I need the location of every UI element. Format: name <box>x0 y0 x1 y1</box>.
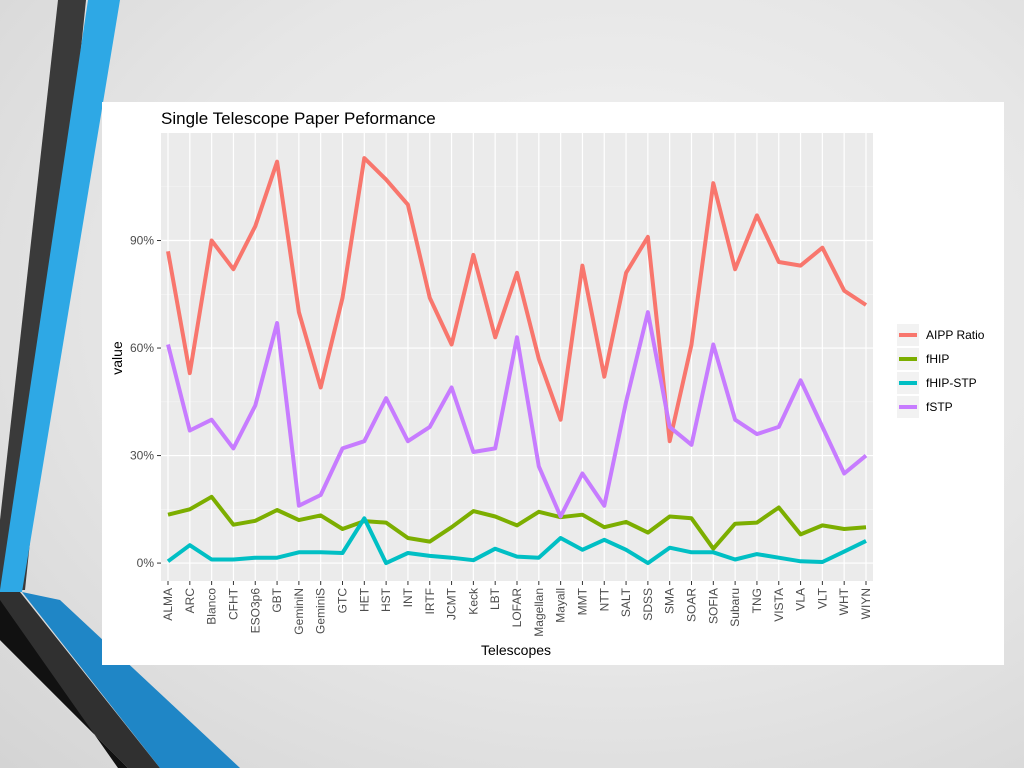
decor-dark-bottom <box>0 592 160 768</box>
y-axis-ticks: 0% 30% 60% 90% <box>130 234 161 570</box>
chart-title: Single Telescope Paper Peformance <box>161 109 436 128</box>
legend: AIPP Ratio fHIP fHIP-STP fSTP <box>895 320 994 419</box>
x-tick-label: VISTA <box>772 588 786 622</box>
x-tick-label: NTT <box>597 587 611 611</box>
x-tick-label: LOFAR <box>510 588 524 628</box>
x-tick-label: INT <box>401 587 415 607</box>
x-tick-label: ALMA <box>161 588 175 621</box>
decor-blue-bottom <box>22 592 240 768</box>
x-tick-label: GeminiN <box>292 588 306 635</box>
x-tick-label: ESO3p6 <box>248 588 262 634</box>
x-tick-label: HST <box>379 587 393 612</box>
x-axis-ticks: ALMA ARC Blanco CFHT ESO3p6 GBT GeminiN GeminiS… <box>161 581 873 637</box>
legend-label: fHIP-STP <box>926 376 977 390</box>
series-line-aipp-ratio <box>166 156 868 444</box>
x-tick-label: JCMT <box>445 587 459 620</box>
x-tick-label: LBT <box>488 587 502 610</box>
x-tick-label: WHT <box>837 587 851 615</box>
y-tick-label: 60% <box>130 341 154 355</box>
decor-blue-stripe <box>0 0 120 592</box>
y-axis-title: value <box>109 341 125 375</box>
x-tick-label: SOAR <box>685 588 699 622</box>
series-line-fhip <box>167 494 867 551</box>
x-tick-label: SALT <box>619 587 633 617</box>
x-tick-label: SDSS <box>641 588 655 621</box>
x-tick-label: Keck <box>466 587 480 615</box>
series-line-fstp <box>166 310 868 519</box>
y-tick-label: 30% <box>130 449 154 463</box>
x-tick-label: HET <box>357 587 371 612</box>
legend-label: fHIP <box>926 352 949 366</box>
x-tick-label: CFHT <box>226 587 240 620</box>
decor-dark-stripe <box>0 0 86 590</box>
x-tick-label: Blanco <box>205 588 219 625</box>
x-tick-label: GBT <box>270 587 284 612</box>
x-tick-label: VLT <box>815 587 829 609</box>
series-lines <box>166 156 868 566</box>
x-tick-label: MMT <box>575 587 589 615</box>
x-tick-label: SMA <box>663 588 677 614</box>
x-tick-label: VLA <box>794 588 808 611</box>
x-tick-label: SOFIA <box>706 588 720 624</box>
x-tick-label: Magellan <box>532 588 546 637</box>
x-tick-label: WIYN <box>859 588 873 619</box>
chart-card: Single Telescope Paper Peformance 0% 30% 6… <box>102 102 1004 665</box>
x-tick-label: ARC <box>183 588 197 614</box>
x-tick-label: TNG <box>750 588 764 613</box>
y-tick-label: 0% <box>137 556 155 570</box>
x-axis-title: Telescopes <box>481 642 551 658</box>
chart: Single Telescope Paper Peformance 0% 30% 6… <box>109 109 994 658</box>
legend-label: AIPP Ratio <box>926 328 985 342</box>
series-line-fhip-stp <box>166 516 867 566</box>
legend-label: fSTP <box>926 400 953 414</box>
x-tick-label: GTC <box>336 588 350 614</box>
x-tick-label: Subaru <box>728 588 742 627</box>
x-tick-label: Mayall <box>554 588 568 623</box>
x-tick-label: GeminiS <box>314 588 328 634</box>
y-tick-label: 90% <box>130 234 154 248</box>
x-tick-label: IRTF <box>423 588 437 614</box>
